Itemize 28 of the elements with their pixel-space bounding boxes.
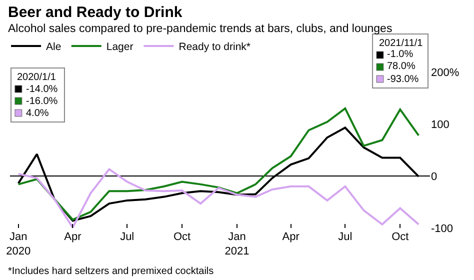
legend-label: Ale [46, 41, 62, 54]
x-tick-label: Jul [120, 231, 134, 243]
y-tick-label: 200% [431, 66, 460, 79]
legend-label: Lager [106, 41, 134, 54]
y-tick-label: 100 [431, 118, 450, 131]
line-series [17, 107, 420, 221]
text: -1.0% [387, 49, 414, 60]
legend-label: Ready to drink* [178, 41, 251, 54]
x-tick-label: Apr [64, 231, 82, 243]
annotation: -14.0% [26, 84, 58, 95]
text: 78.0% [387, 61, 416, 72]
x-tick-label: Oct [392, 231, 409, 243]
x-tick-label: Oct [173, 231, 191, 243]
text: 2021/11/1 [379, 38, 424, 49]
x-tick-label: Jan 2021 [224, 231, 250, 258]
x-tick-label: Jan 2020 [6, 231, 31, 258]
x-tick-label: Apr [282, 231, 300, 243]
y-tick-label: -100 [431, 222, 454, 235]
annotation: 4.0% [26, 108, 49, 119]
annotation: -16.0% [26, 96, 58, 107]
chart-subtitle: Alcohol sales compared to pre-pandemic trends at bars, clubs, and lounges [8, 23, 392, 35]
chart-title: Beer and Ready to Drink [8, 4, 183, 21]
line-series [17, 168, 420, 228]
text: *Includes hard seltzers and premixed cocktails [8, 266, 214, 277]
x-tick-label: Jul [338, 231, 352, 243]
annotation: -93.0% [387, 74, 419, 85]
annotation: 2020/1/1 [17, 72, 56, 83]
y-tick-label: 0 [431, 170, 438, 183]
